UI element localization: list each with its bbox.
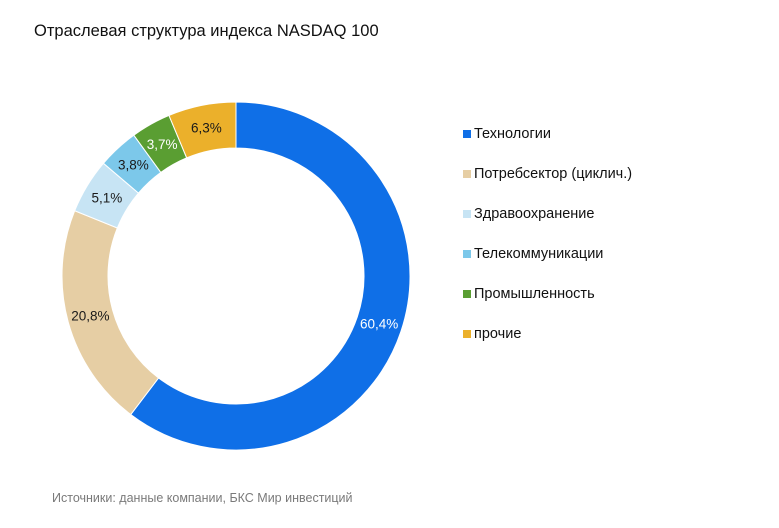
donut-slice-прочие — [168, 101, 237, 159]
chart-legend: Технологии Потребсектор (циклич.) Здравоох… — [463, 114, 632, 354]
legend-label: Промышленность — [474, 286, 595, 302]
data-label-прочие: 6,3% — [191, 120, 222, 135]
legend-label: Технологии — [474, 126, 551, 142]
donut-slice-технологии — [130, 101, 411, 451]
legend-item-здравоохранение: Здравоохранение — [463, 194, 632, 234]
chart-title: Отраслевая структура индекса NASDAQ 100 — [34, 22, 379, 40]
data-label-здравоохранение: 5,1% — [91, 190, 122, 205]
legend-swatch — [463, 130, 471, 138]
data-label-потребсектор-циклич: 20,8% — [71, 309, 109, 324]
source-note: Источники: данные компании, БКС Мир инве… — [52, 491, 353, 505]
legend-swatch — [463, 210, 471, 218]
legend-label: Здравоохранение — [474, 206, 595, 222]
legend-label: Телекоммуникации — [474, 246, 604, 262]
data-label-промышленность: 3,7% — [147, 137, 178, 152]
legend-item-технологии: Технологии — [463, 114, 632, 154]
data-label-технологии: 60,4% — [360, 317, 398, 332]
legend-swatch — [463, 330, 471, 338]
legend-swatch — [463, 290, 471, 298]
legend-swatch — [463, 250, 471, 258]
legend-item-потребсектор-циклич: Потребсектор (циклич.) — [463, 154, 632, 194]
legend-item-телекоммуникации: Телекоммуникации — [463, 234, 632, 274]
legend-label: Потребсектор (циклич.) — [474, 166, 633, 182]
legend-item-промышленность: Промышленность — [463, 274, 632, 314]
data-label-телекоммуникации: 3,8% — [118, 158, 149, 173]
legend-label: прочие — [474, 326, 522, 342]
legend-swatch — [463, 170, 471, 178]
legend-item-прочие: прочие — [463, 314, 632, 354]
